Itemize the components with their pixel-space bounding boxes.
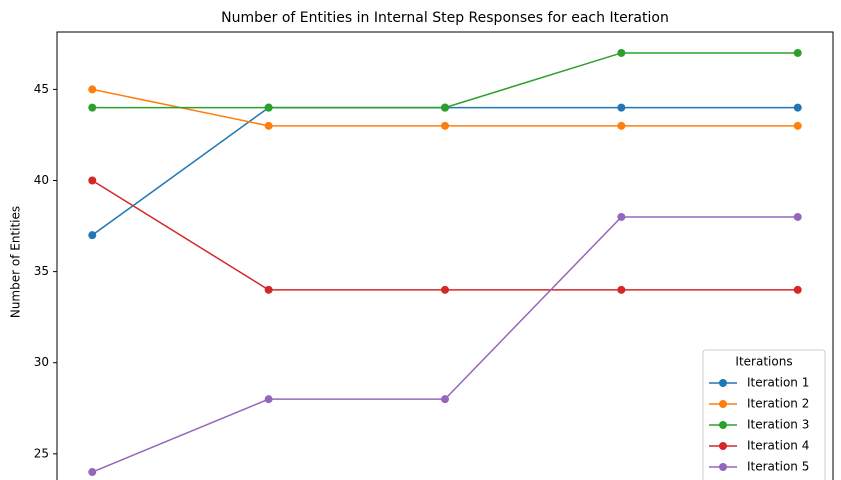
point (793, 121, 802, 130)
y-axis-label: Number of Entities (9, 206, 23, 318)
legend-marker (719, 400, 727, 408)
point (617, 285, 626, 294)
plot-frame (56, 31, 834, 480)
point (441, 285, 449, 294)
point (88, 103, 97, 112)
y-tick-label: 30 (34, 355, 49, 369)
legend-marker (719, 379, 727, 387)
point (793, 285, 802, 294)
point (617, 212, 626, 221)
legend-label: Iteration 5 (747, 460, 809, 474)
point (264, 121, 273, 130)
point (793, 212, 802, 221)
y-tick-label: 45 (34, 82, 49, 96)
legend-label: Iteration 1 (747, 376, 809, 390)
point (617, 103, 626, 112)
point (441, 103, 449, 112)
point (264, 285, 273, 294)
legend-title: Iterations (735, 355, 792, 369)
legend-marker (719, 421, 727, 429)
point (264, 103, 273, 112)
y-tick-label: 35 (34, 264, 49, 278)
y-tick-label: 25 (34, 446, 49, 460)
series-line (91, 179, 798, 291)
point (617, 121, 626, 130)
point (617, 48, 626, 57)
chart-title: Number of Entities in Internal Step Resp… (221, 10, 669, 26)
series-line (92, 52, 798, 109)
point (88, 85, 97, 94)
legend-label: Iteration 4 (747, 439, 809, 453)
y-tick-label: 40 (34, 173, 49, 187)
point (88, 231, 97, 240)
point (88, 468, 97, 477)
legend-label: Iteration 3 (747, 418, 809, 432)
point (441, 121, 449, 130)
point (793, 103, 802, 112)
series-line (91, 216, 798, 473)
legend-label: Iteration 2 (747, 397, 809, 411)
point (441, 395, 449, 404)
point (264, 395, 273, 404)
legend-marker (719, 442, 727, 450)
point (793, 48, 802, 57)
legend-marker (719, 463, 727, 471)
point (88, 176, 97, 185)
